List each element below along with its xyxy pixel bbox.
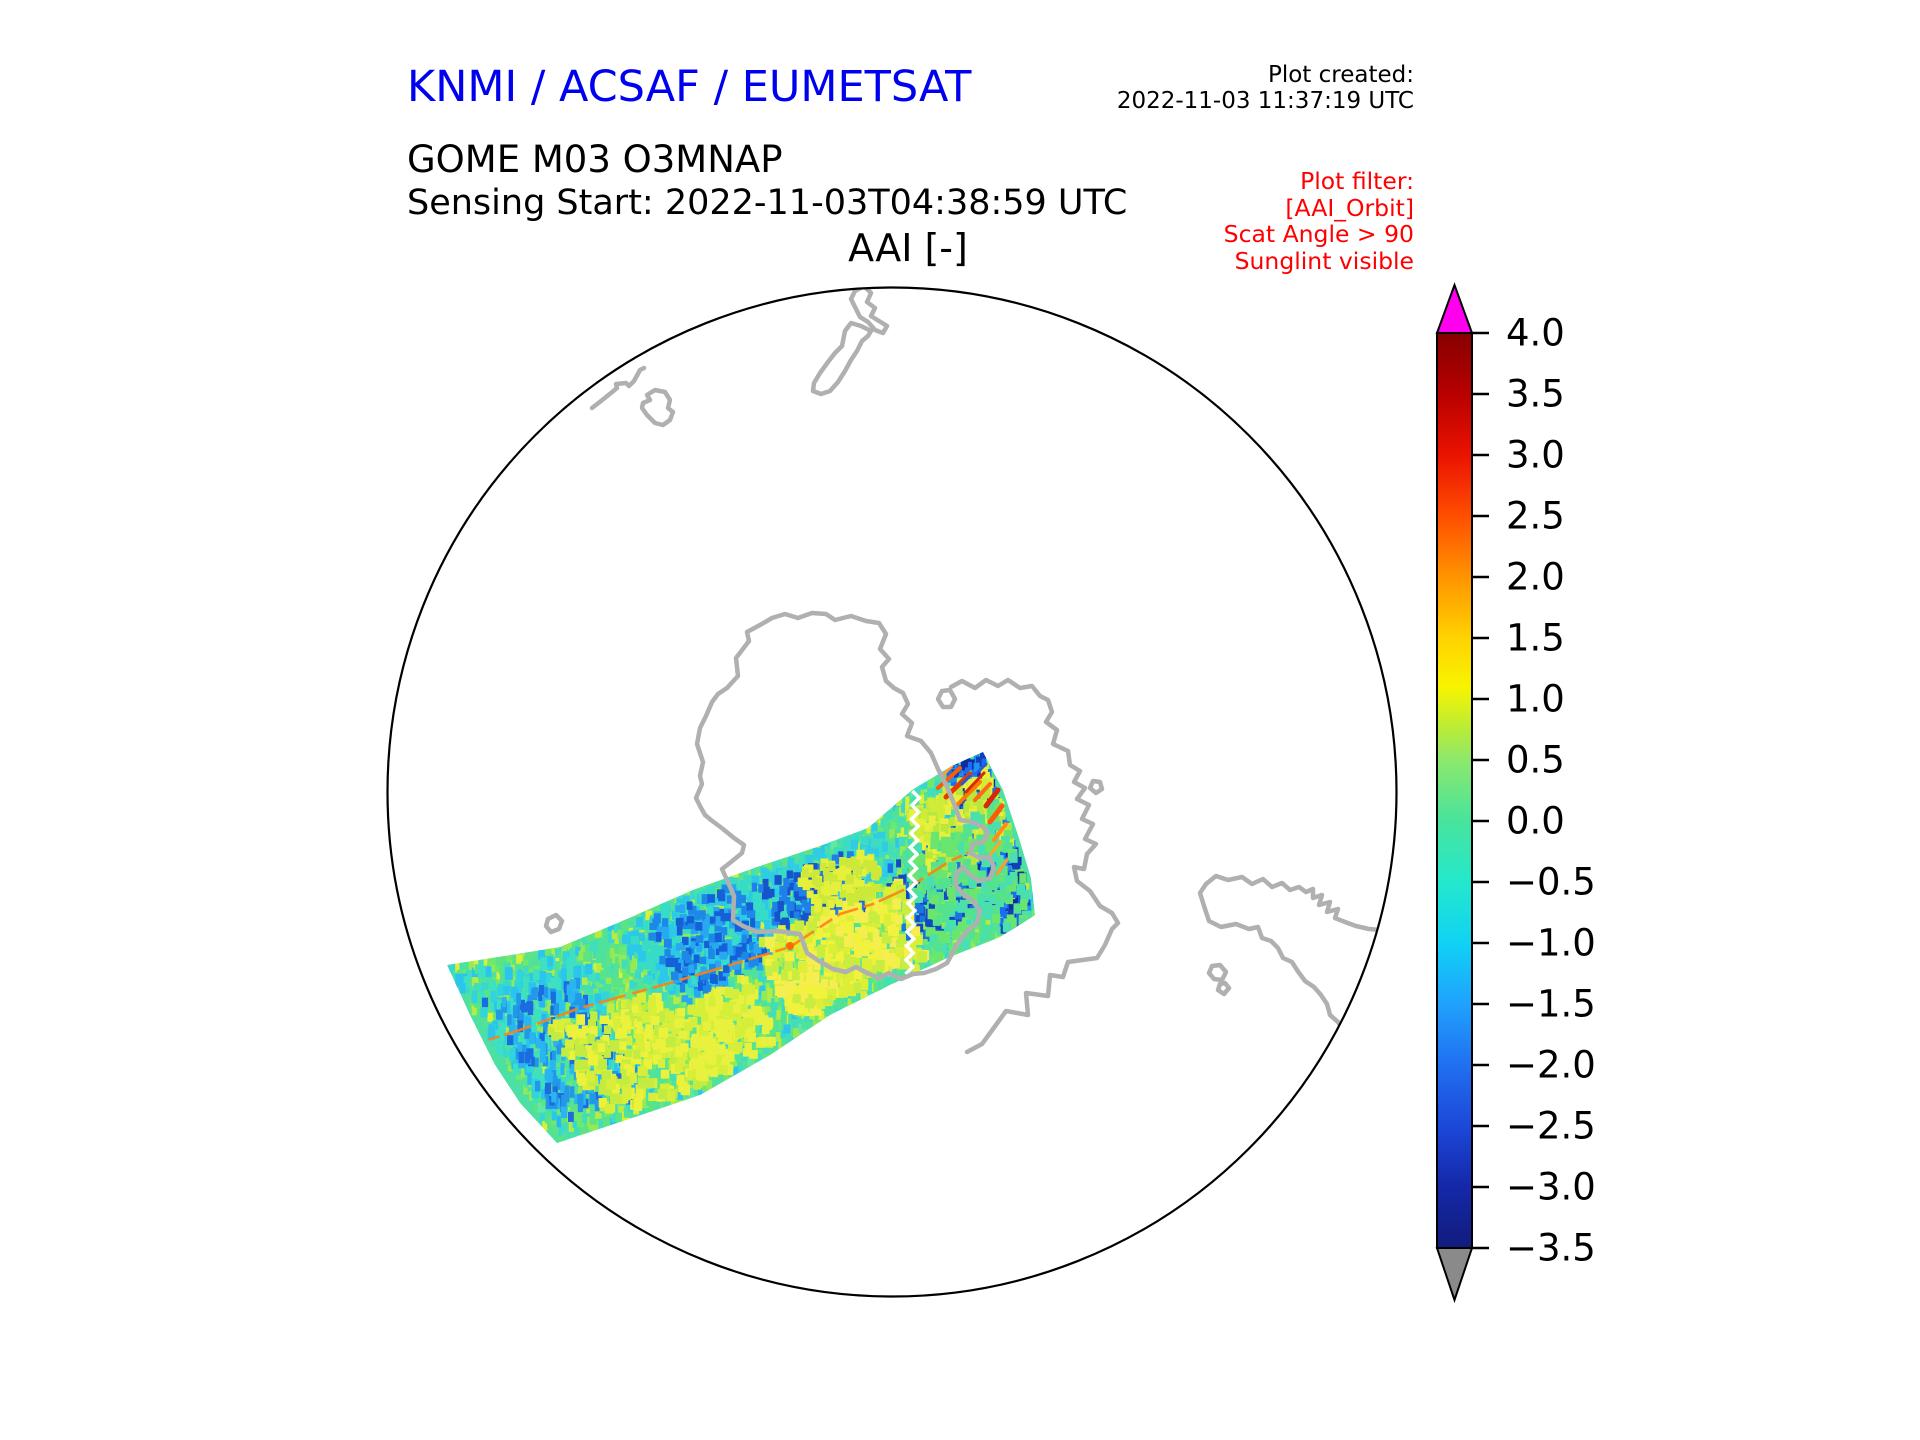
- sunglint-streak: [987, 803, 1005, 825]
- colorbar-tick-label: −3.5: [1506, 1227, 1596, 1270]
- coastline-antarctica-mainland: [693, 610, 997, 982]
- sunglint-streak: [992, 822, 1008, 842]
- plot-filter: Plot filter: [AAI_Orbit] Scat Angle > 90 Su…: [1014, 168, 1414, 274]
- colorbar-tick-label: 1.0: [1506, 678, 1565, 721]
- no-data-zigzag-column: [903, 789, 922, 976]
- coastline-australia-se-coast: [589, 365, 647, 411]
- sunglint-streak: [983, 787, 1001, 809]
- colorbar-tick-label: −2.5: [1506, 1105, 1596, 1148]
- plot-created-label: Plot created:: [1267, 62, 1414, 88]
- sunglint-streak: [954, 780, 982, 808]
- colorbar-tick-label: −2.0: [1506, 1044, 1596, 1087]
- coastline-macquarie-island: [543, 912, 565, 935]
- coastline-antarctic-peninsula: [948, 677, 1121, 1055]
- sunglint-streak: [940, 764, 954, 778]
- colorbar-tick-label: −1.5: [1506, 983, 1596, 1026]
- sunglint-streak: [995, 858, 1009, 876]
- coastline-new-zealand-north: [848, 287, 890, 336]
- sunglint-streak: [976, 762, 988, 774]
- sunglint-streak: [960, 774, 972, 786]
- colorbar-tick-label: −0.5: [1506, 861, 1596, 904]
- colorbar-tick-label: −3.0: [1506, 1166, 1596, 1209]
- colorbar-tick-label: 3.0: [1506, 434, 1565, 477]
- map-circle: [386, 286, 1398, 1298]
- colorbar-gradient-bar: [1436, 332, 1473, 1249]
- plot-filter-line: Sunglint visible: [1234, 246, 1414, 275]
- product-name: GOME M03 O3MNAP: [407, 138, 783, 181]
- map-title: AAI [-]: [848, 226, 968, 270]
- coastline-island-east-coast: [1087, 778, 1105, 796]
- coastline-south-america-north-coast: [1203, 873, 1396, 936]
- colorbar-tick-label: −1.0: [1506, 922, 1596, 965]
- plot-filter-line: Scat Angle > 90: [1223, 220, 1414, 248]
- sunglint-streak: [936, 766, 962, 790]
- coastline-tasmania: [639, 387, 676, 428]
- colorbar-tick-label: 4.0: [1506, 312, 1565, 355]
- map-area: [447, 287, 1396, 1143]
- colorbar-under-arrow: [1435, 1247, 1474, 1304]
- colorbar-tick-label: 3.5: [1506, 373, 1565, 416]
- coastlines-layer: [543, 287, 1396, 1059]
- colorbar-tick-label: 0.5: [1506, 739, 1565, 782]
- coastline-falkland-islands-1: [1206, 962, 1229, 983]
- plot-filter-line: Plot filter:: [1300, 167, 1414, 195]
- sunglint-streak: [964, 771, 986, 794]
- swath-layer: [447, 752, 1035, 1143]
- page-title: KNMI / ACSAF / EUMETSAT: [407, 62, 972, 112]
- colorbar: 4.0 3.5 3.0 2.5 2.0 1.5 1.0 0.5 0.0 −0.5 −1.0 −1.5 −…: [1435, 282, 1596, 1304]
- coastline-island-near-peninsula: [935, 687, 958, 710]
- sunglint-streak: [973, 782, 992, 802]
- colorbar-tick-label: 0.0: [1506, 800, 1565, 843]
- plot-filter-line: [AAI_Orbit]: [1285, 193, 1414, 222]
- colorbar-tick-label: 1.5: [1506, 617, 1565, 660]
- plot-created-value: 2022-11-03 11:37:19 UTC: [1116, 88, 1414, 114]
- colorbar-over-arrow: [1435, 282, 1474, 334]
- plot-created: Plot created: 2022-11-03 11:37:19 UTC: [1014, 62, 1414, 114]
- coastline-south-america-west-coast: [1197, 881, 1347, 1059]
- colorbar-tick-label: 2.5: [1506, 495, 1565, 538]
- coastline-falkland-islands-2: [1215, 980, 1232, 997]
- coastline-new-zealand-south: [810, 320, 874, 397]
- colorbar-tick-label: 2.0: [1506, 556, 1565, 599]
- along-track-artefact-line: [461, 849, 973, 1050]
- sensing-start: Sensing Start: 2022-11-03T04:38:59 UTC: [407, 183, 1128, 223]
